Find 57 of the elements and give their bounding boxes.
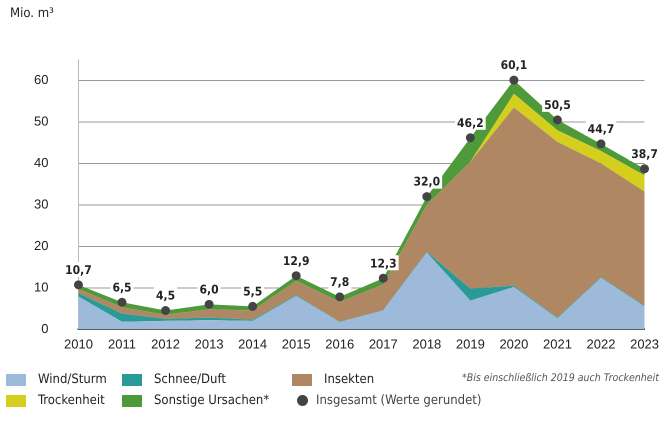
data-label: 4,5: [156, 288, 176, 303]
point: [74, 280, 83, 290]
legend-label: Trockenheit: [38, 393, 105, 408]
data-label: 10,7: [65, 262, 92, 277]
point: [204, 300, 214, 309]
legend-label: Insgesamt (Werte gerundet): [316, 393, 482, 408]
x-tick-label: 2011: [108, 336, 136, 352]
x-tick-label: 2019: [456, 336, 485, 352]
point: [292, 271, 301, 280]
x-tick-label: 2016: [325, 336, 354, 352]
point: [335, 292, 344, 302]
legend-label: Insekten: [324, 372, 374, 387]
x-tick-label: 2013: [194, 336, 224, 352]
y-tick-label: 20: [34, 238, 48, 253]
legend-label: Sonstige Ursachen*: [154, 393, 270, 408]
y-tick-label: 60: [34, 72, 48, 88]
data-label: 38,7: [631, 146, 658, 161]
point: [118, 298, 127, 307]
data-label: 50,5: [544, 98, 571, 112]
y-axis-title: Mio. m³: [10, 6, 54, 21]
x-tick-label: 2023: [630, 336, 659, 352]
x-tick-label: 2014: [238, 336, 268, 352]
data-label: 12,9: [282, 254, 310, 268]
data-label: 46,2: [457, 116, 484, 130]
point: [552, 115, 562, 124]
legend-label: Schnee/Duft: [154, 372, 226, 387]
point: [596, 139, 606, 148]
point: [466, 133, 475, 142]
data-label: 6,5: [112, 280, 132, 294]
y-tick-label: 0: [41, 320, 48, 336]
y-tick-label: 50: [34, 114, 48, 129]
x-tick-label: 2021: [542, 336, 572, 352]
point: [422, 192, 432, 202]
x-tick-label: 2017: [368, 336, 398, 352]
y-tick-label: 10: [34, 279, 48, 294]
x-tick-label: 2012: [151, 336, 180, 352]
data-label: 44,7: [588, 122, 614, 136]
point: [161, 306, 170, 316]
point: [640, 164, 650, 174]
point: [248, 302, 258, 311]
point: [378, 274, 388, 283]
y-tick-label: 30: [34, 196, 48, 212]
data-label: 32,0: [413, 174, 440, 189]
y-tick-label: 40: [34, 154, 48, 170]
data-label: 7,8: [330, 274, 350, 289]
data-label: 12,3: [370, 256, 397, 270]
x-tick-label: 2022: [586, 336, 616, 352]
x-tick-label: 2018: [412, 336, 442, 352]
data-label: 6,0: [200, 282, 219, 296]
data-label: 60,1: [500, 58, 528, 72]
x-tick-label: 2010: [64, 336, 93, 352]
point: [509, 76, 518, 85]
legend-label: Wind/Sturm: [38, 372, 107, 387]
text: *Bis einschließlich 2019 auch Trockenheit: [462, 372, 659, 386]
x-tick-label: 2015: [282, 336, 311, 352]
x-tick-label: 2020: [499, 336, 528, 352]
data-label: 5,5: [243, 284, 262, 299]
